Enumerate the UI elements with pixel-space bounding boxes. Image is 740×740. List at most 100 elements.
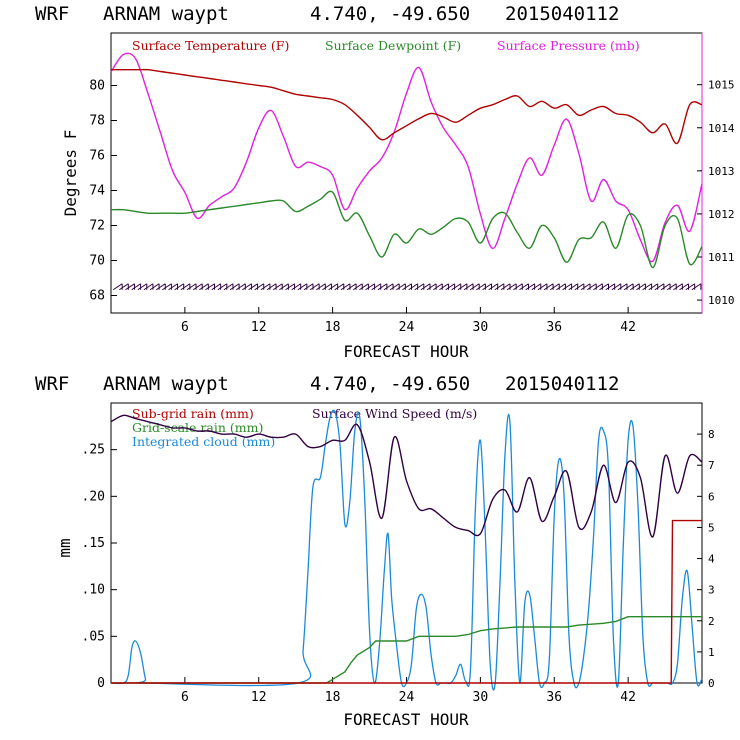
integrated-cloud-line bbox=[110, 409, 703, 691]
wind-barb bbox=[260, 283, 271, 291]
y-tick-label: .25 bbox=[82, 443, 105, 458]
wind-barb bbox=[365, 283, 375, 291]
y-tick-label: 76 bbox=[89, 149, 105, 164]
wind-barb bbox=[254, 283, 265, 291]
legend-surface-temperature: Surface Temperature (F) bbox=[132, 38, 289, 53]
wind-barb bbox=[636, 283, 646, 291]
wind-barb bbox=[476, 283, 486, 291]
wind-barb bbox=[297, 283, 308, 291]
wind-barb bbox=[168, 283, 178, 291]
wind-barb bbox=[660, 283, 671, 291]
legend-subgrid-rain: Sub-grid rain (mm) bbox=[132, 406, 254, 421]
y-tick-label: .15 bbox=[82, 536, 105, 551]
wind-barb bbox=[112, 283, 123, 291]
wind-barb bbox=[322, 283, 332, 291]
wind-barb bbox=[537, 283, 548, 291]
wind-barb bbox=[334, 283, 345, 291]
x-tick-label: 18 bbox=[325, 690, 341, 705]
wind-barb bbox=[439, 283, 449, 291]
precipitation-panel: WRF ARNAM waypt 4.740, -49.650 201504011… bbox=[35, 373, 715, 729]
x-tick-label: 36 bbox=[546, 690, 562, 705]
wind-barb bbox=[623, 283, 634, 291]
wind-barb bbox=[174, 283, 184, 291]
gridscale-rain-line bbox=[111, 616, 702, 684]
panel1-y-ticks: 68 70 72 74 76 78 80 bbox=[89, 79, 117, 304]
wind-barb bbox=[137, 283, 148, 291]
wind-barb bbox=[402, 283, 412, 291]
wind-barb bbox=[359, 283, 369, 291]
y2-tick-label: 1010 bbox=[708, 294, 735, 307]
wind-barb bbox=[143, 283, 154, 291]
wind-barb bbox=[611, 283, 622, 291]
wind-barb bbox=[513, 283, 523, 291]
y2-tick-label: 5 bbox=[708, 521, 715, 534]
x-tick-label: 24 bbox=[399, 320, 415, 335]
wind-barb bbox=[630, 283, 640, 291]
y-tick-label: .05 bbox=[82, 629, 105, 644]
y2-tick-label: 1011 bbox=[708, 251, 735, 264]
wind-barb bbox=[180, 283, 191, 291]
wind-barb bbox=[223, 283, 234, 291]
wind-barb bbox=[131, 283, 141, 291]
panel2-title-init: 2015040112 bbox=[505, 373, 619, 395]
wind-barb bbox=[420, 283, 431, 291]
x-tick-label: 42 bbox=[620, 690, 636, 705]
y2-tick-label: 1014 bbox=[708, 122, 735, 135]
y2-tick-label: 1013 bbox=[708, 165, 735, 178]
y2-tick-label: 3 bbox=[708, 584, 715, 597]
x-tick-label: 30 bbox=[473, 690, 489, 705]
wind-barb bbox=[506, 283, 517, 291]
wind-barb bbox=[340, 283, 351, 291]
wind-barb bbox=[205, 283, 215, 291]
wind-barb bbox=[199, 283, 209, 291]
y-tick-label: 68 bbox=[89, 289, 105, 304]
y2-tick-label: 1 bbox=[708, 646, 715, 659]
wind-barb bbox=[556, 283, 566, 291]
wind-barb bbox=[162, 283, 172, 291]
x-tick-label: 12 bbox=[251, 320, 267, 335]
y2-tick-label: 2 bbox=[708, 615, 715, 628]
wind-barb bbox=[648, 283, 659, 291]
wind-barb bbox=[654, 283, 665, 291]
x-tick-label: 6 bbox=[181, 320, 189, 335]
wind-barb bbox=[685, 283, 695, 291]
wind-barb bbox=[236, 283, 246, 291]
y2-tick-label: 1015 bbox=[708, 79, 735, 92]
wind-barb bbox=[408, 283, 418, 291]
panel1-title-site: ARNAM waypt bbox=[103, 3, 229, 25]
panel2-x-axis-label: FORECAST HOUR bbox=[343, 710, 469, 729]
wind-barb bbox=[291, 283, 301, 291]
wind-barb bbox=[377, 283, 388, 291]
surface-dewpoint-line bbox=[110, 190, 703, 269]
panel1-frame bbox=[110, 32, 703, 314]
wind-barb bbox=[500, 283, 511, 291]
wind-barb bbox=[562, 283, 572, 291]
y-tick-label: 72 bbox=[89, 219, 105, 234]
y-tick-label: 0 bbox=[97, 676, 105, 691]
x-tick-label: 12 bbox=[251, 690, 267, 705]
wind-barb bbox=[396, 283, 406, 291]
wind-barb bbox=[488, 283, 498, 291]
wind-barb bbox=[482, 283, 492, 291]
panel1-title-model: WRF bbox=[35, 3, 69, 25]
y2-tick-label: 4 bbox=[708, 553, 715, 566]
wind-barb bbox=[346, 283, 357, 291]
legend-gridscale-rain: Grid-scale rain (mm) bbox=[132, 420, 263, 435]
wind-barb bbox=[691, 283, 702, 291]
wind-barb bbox=[543, 283, 554, 291]
wind-barb bbox=[272, 283, 283, 291]
x-tick-label: 18 bbox=[325, 320, 341, 335]
wind-barb bbox=[463, 283, 474, 291]
panel2-title-model: WRF bbox=[35, 373, 69, 395]
wind-barb bbox=[605, 283, 615, 291]
panel1-title-coords: 4.740, -49.650 bbox=[310, 3, 470, 25]
wind-barb bbox=[119, 283, 129, 291]
wind-barb bbox=[192, 283, 203, 291]
wind-barb bbox=[279, 283, 289, 291]
panel2-y-axis-label: mm bbox=[55, 538, 74, 557]
surface-temperature-line bbox=[111, 68, 703, 145]
wind-barb bbox=[328, 283, 338, 291]
wind-barb bbox=[445, 283, 455, 291]
wind-barb bbox=[494, 283, 505, 291]
